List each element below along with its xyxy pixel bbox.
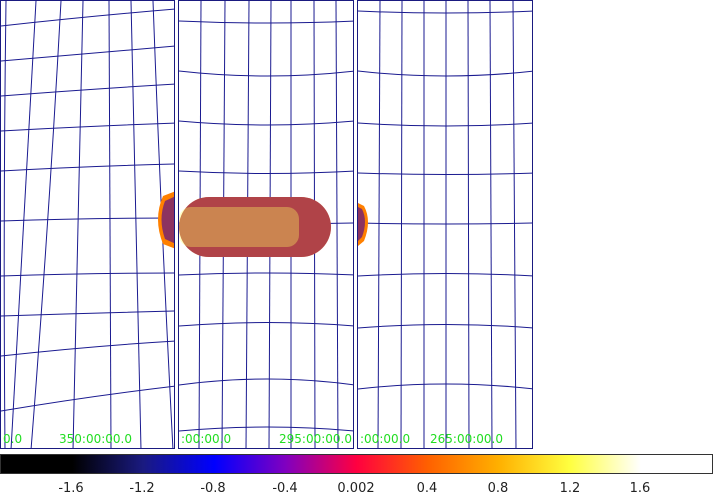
colorbar-tick: -1.6 — [58, 481, 84, 496]
coord-label-left-1: 0.0 — [3, 432, 23, 446]
colorbar-tick: -0.4 — [272, 481, 298, 496]
colorbar-tick: 0.002 — [337, 481, 375, 496]
coord-label-right-2: 265:00:00.0 — [430, 432, 503, 446]
colorbar-tick: 1.2 — [559, 481, 581, 496]
colorbar-tick: -0.8 — [200, 481, 226, 496]
image-panel-right[interactable]: :00:00.0 265:00:00.0 — [357, 0, 533, 449]
image-blob-middle — [179, 197, 331, 257]
coord-label-middle-2: 295:00:00.0 — [279, 432, 352, 446]
colorbar-tick: 1.6 — [629, 481, 651, 496]
coord-label-left-2: 350:00:00.0 — [59, 432, 132, 446]
colorbar-tick: 0.8 — [487, 481, 509, 496]
colorbar-tick: 0.4 — [416, 481, 438, 496]
coord-label-middle-1: :00:00.0 — [181, 432, 232, 446]
image-panel-left[interactable]: 0.0 350:00:00.0 — [0, 0, 175, 449]
colorbar-tick: -1.2 — [129, 481, 155, 496]
colorbar[interactable] — [0, 454, 713, 474]
image-panel-middle[interactable]: :00:00.0 295:00:00.0 — [178, 0, 354, 449]
grid-overlay-right — [358, 1, 532, 448]
grid-overlay-middle — [179, 1, 353, 448]
grid-overlay-left — [1, 1, 174, 448]
coord-label-right-1: :00:00.0 — [360, 432, 411, 446]
